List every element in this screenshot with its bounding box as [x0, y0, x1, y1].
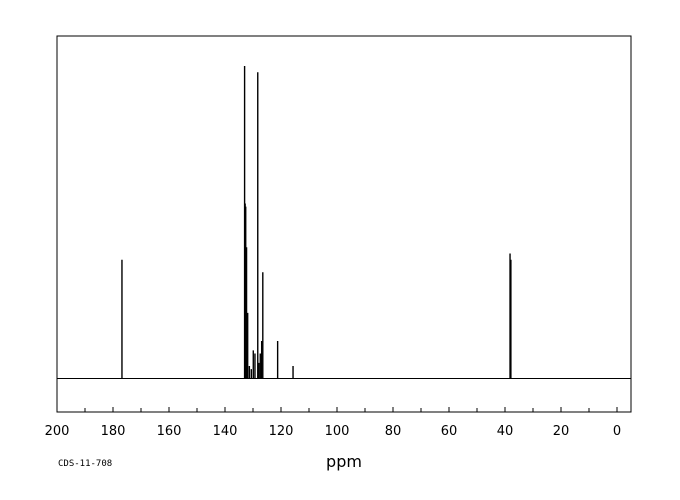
x-axis-tick-labels: 200 180 160 140 120 100 80 60 40 20 0 — [45, 424, 622, 439]
spectrum-code-label: CDS-11-708 — [58, 459, 112, 469]
x-axis-label: ppm — [326, 452, 362, 471]
tick-label-80: 80 — [385, 424, 402, 439]
tick-label-140: 140 — [213, 424, 238, 439]
tick-label-160: 160 — [157, 424, 182, 439]
peaks-group — [121, 66, 512, 379]
tick-label-40: 40 — [497, 424, 514, 439]
x-axis-ticks — [56, 407, 618, 412]
tick-label-100: 100 — [325, 424, 350, 439]
tick-label-0: 0 — [613, 424, 621, 439]
tick-label-180: 180 — [101, 424, 126, 439]
tick-label-60: 60 — [441, 424, 458, 439]
tick-label-120: 120 — [269, 424, 294, 439]
tick-label-200: 200 — [45, 424, 70, 439]
tick-label-20: 20 — [553, 424, 570, 439]
plot-frame — [56, 35, 632, 413]
